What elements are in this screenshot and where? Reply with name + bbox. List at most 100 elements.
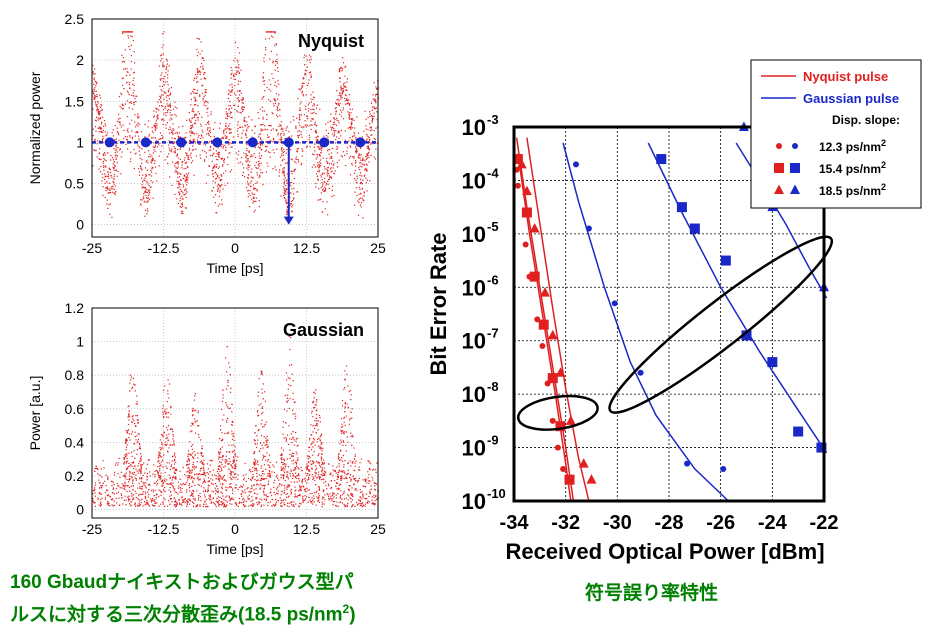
eye-sample-dot [310,500,312,503]
eye-sample-dot [107,477,109,480]
eye-sample-dot [374,100,377,102]
eye-sample-dot [290,203,292,205]
eye-sample-dot [235,487,237,489]
eye-sample-dot [107,478,109,481]
eye-sample-dot [208,495,210,497]
eye-sample-dot [285,200,287,202]
eye-sample-dot [163,431,166,433]
eye-sample-dot [361,498,363,500]
eye-sample-dot [110,154,112,157]
eye-sample-dot [256,497,258,499]
eye-sample-dot [351,499,354,501]
eye-sample-dot [139,470,141,472]
eye-sample-dot [288,384,290,386]
eye-sample-dot [135,425,137,427]
eye-sample-dot [186,505,188,508]
eye-sample-dot [323,462,325,464]
eye-sample-dot [219,425,222,427]
eye-sample-dot [328,153,330,155]
eye-sample-dot [352,483,355,485]
eye-sample-dot [165,441,167,443]
eye-sample-dot [235,502,237,504]
eye-sample-dot [240,112,242,114]
eye-sample-dot [107,504,109,506]
eye-sample-dot [173,129,175,131]
eye-sample-dot [322,183,324,185]
eye-sample-dot [220,146,222,148]
eye-sample-dot [140,493,142,495]
eye-sample-dot [301,82,304,84]
eye-sample-dot [371,109,373,111]
eye-sample-dot [274,44,276,47]
eye-sample-dot [260,130,262,132]
eye-sample-dot [342,68,344,70]
eye-sample-dot [98,126,100,128]
eye-sample-dot [155,125,157,127]
eye-sample-dot [283,175,286,177]
eye-sample-dot [280,499,282,501]
eye-sample-dot [335,138,337,141]
eye-sample-dot [256,493,258,495]
eye-sample-dot [221,184,223,186]
eye-sample-dot [233,477,235,479]
eye-sample-dot [340,432,343,435]
eye-sample-dot [297,159,300,161]
eye-sample-dot [145,180,147,182]
eye-sample-dot [155,107,157,109]
eye-sample-dot [224,461,226,463]
eye-sample-dot [292,474,294,476]
eye-sample-dot [360,178,362,180]
eye-sample-dot [310,443,312,445]
eye-sample-dot [105,160,107,162]
eye-sample-dot [212,180,214,182]
eye-sample-dot [183,499,185,501]
eye-sample-dot [261,459,263,461]
eye-sample-dot [107,152,109,154]
eye-sample-dot [354,477,357,480]
eye-sample-dot [260,499,263,501]
eye-sample-dot [192,139,194,141]
eye-sample-dot [301,162,303,164]
eye-sample-dot [210,502,212,504]
eye-sample-dot [310,460,312,462]
eye-sample-dot [128,479,131,481]
eye-sample-dot [292,413,294,415]
eye-sample-dot [125,504,127,506]
eye-sample-dot [115,158,117,161]
eye-sample-dot [301,480,303,482]
eye-sample-dot [292,204,294,206]
eye-sample-dot [202,482,204,484]
eye-sample-dot [341,156,343,158]
eye-sample-dot [193,468,195,470]
eye-sample-dot [316,490,318,492]
eye-sample-dot [230,142,232,145]
eye-sample-dot [355,460,357,462]
eye-sample-dot [230,73,232,76]
eye-sample-dot [164,471,166,474]
eye-sample-dot [204,489,206,491]
eye-sample-dot [334,469,336,472]
eye-sample-dot [270,31,272,33]
eye-sample-dot [294,486,296,488]
eye-sample-dot [290,336,292,339]
eye-sample-dot [247,177,249,179]
eye-sample-dot [243,120,245,123]
eye-sample-dot [362,496,364,498]
eye-sample-dot [346,373,348,375]
eye-sample-dot [290,491,292,494]
eye-sample-dot [344,402,346,404]
eye-sample-dot [196,461,198,463]
eye-sample-dot [306,463,308,465]
eye-sample-dot [169,106,171,108]
eye-sample-dot [229,132,231,135]
eye-sample-dot [338,122,340,124]
eye-sample-dot [366,497,368,500]
eye-sample-dot [315,137,317,139]
eye-sample-dot [274,81,276,83]
eye-sample-dot [317,179,319,181]
eye-sample-dot [368,501,371,503]
eye-sample-dot [260,467,262,469]
eye-sample-dot [245,186,248,189]
eye-sample-dot [312,442,314,444]
eye-sample-dot [319,421,321,423]
